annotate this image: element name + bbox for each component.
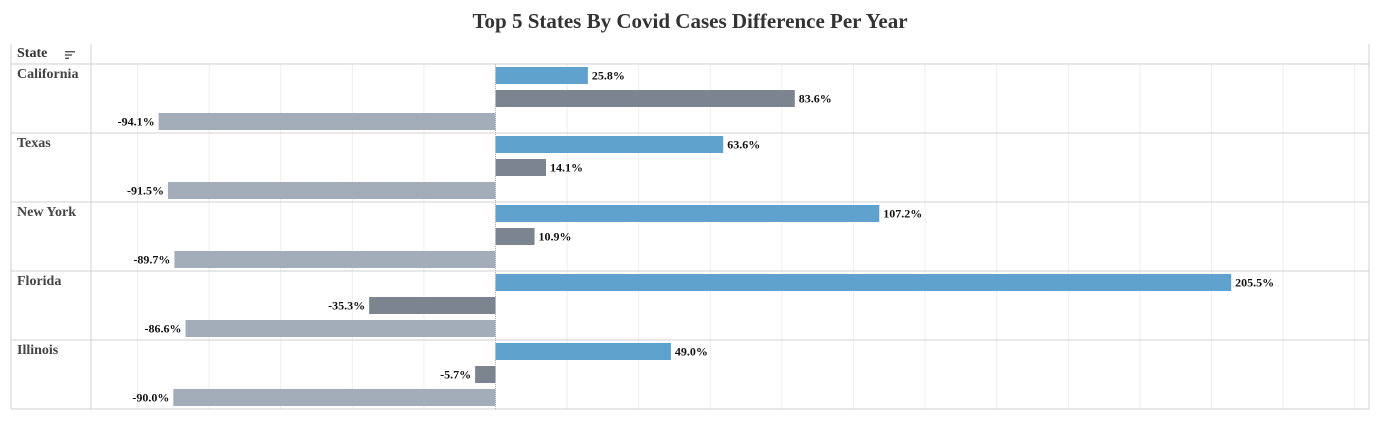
state-label: Texas [17, 136, 51, 151]
state-label: Illinois [17, 343, 59, 358]
bar [495, 136, 724, 153]
bar [167, 182, 496, 199]
bar [475, 366, 496, 383]
bar [495, 228, 535, 245]
data-label: 25.8% [592, 69, 625, 83]
data-label: 10.9% [539, 230, 572, 244]
bar [495, 159, 546, 176]
data-label: 49.0% [675, 345, 708, 359]
state-label: California [17, 67, 78, 82]
data-label: 107.2% [883, 207, 922, 221]
data-label: -89.7% [133, 253, 170, 267]
data-label: 63.6% [727, 138, 760, 152]
data-label: -90.0% [132, 391, 169, 405]
bar [495, 90, 795, 107]
bar [495, 205, 880, 222]
bar [495, 274, 1232, 291]
bar [173, 389, 496, 406]
chart-title: Top 5 States By Covid Cases Difference P… [472, 9, 908, 33]
data-label: -94.1% [118, 115, 155, 129]
data-label: -5.7% [440, 368, 471, 382]
data-label: -86.6% [145, 322, 182, 336]
sort-descending-icon[interactable] [64, 49, 76, 61]
bar [495, 343, 671, 360]
state-label: Florida [17, 274, 61, 289]
state-column-header[interactable]: State [17, 46, 48, 61]
bar [369, 297, 496, 314]
data-label: -35.3% [328, 299, 365, 313]
bar [158, 113, 496, 130]
data-label: 205.5% [1235, 276, 1274, 290]
bar [495, 67, 588, 84]
data-label: 83.6% [799, 92, 832, 106]
data-label: -91.5% [127, 184, 164, 198]
data-label: 14.1% [550, 161, 583, 175]
bar [185, 320, 496, 337]
bar [174, 251, 496, 268]
state-label: New York [17, 205, 76, 220]
